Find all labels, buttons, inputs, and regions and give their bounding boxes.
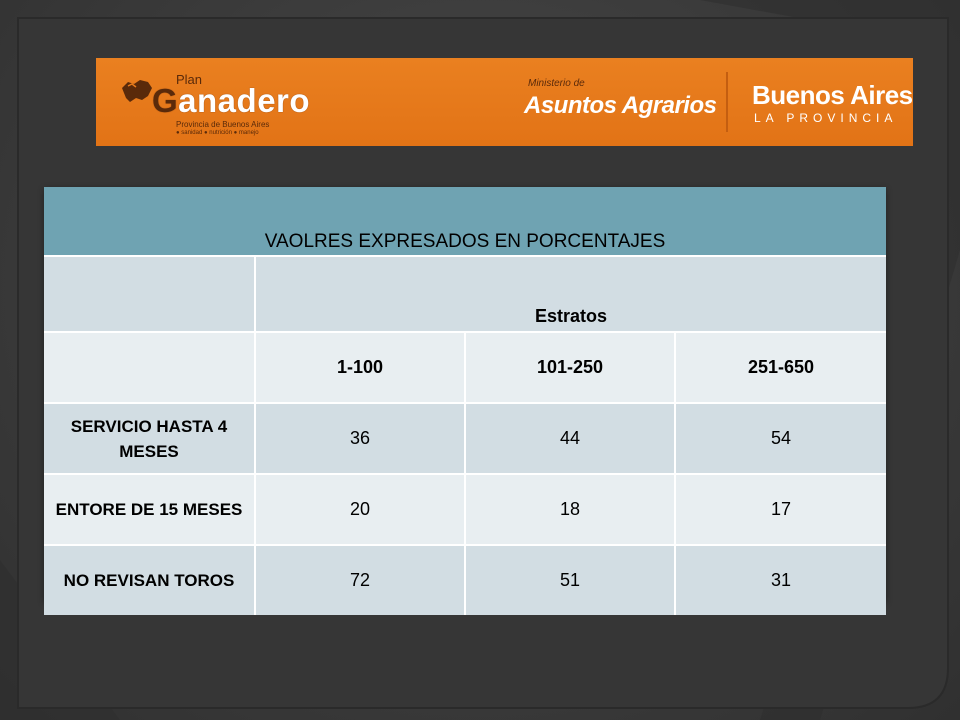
estratos-header: Estratos <box>255 255 887 332</box>
ministerio-label: Ministerio de <box>528 78 585 89</box>
data-table: VAOLRES EXPRESADOS EN PORCENTAJES Estrat… <box>44 187 887 615</box>
table-caption-row: VAOLRES EXPRESADOS EN PORCENTAJES <box>44 187 887 256</box>
empty-cell <box>44 255 256 332</box>
provincia-label: Provincia de Buenos Aires <box>176 120 270 129</box>
table-cell: 31 <box>675 544 887 615</box>
table-cell: 72 <box>255 544 466 615</box>
row-label: ENTORE DE 15 MESES <box>44 473 256 545</box>
la-provincia-label: LA PROVINCIA <box>754 111 898 125</box>
table-row: NO REVISAN TOROS 72 51 31 <box>44 544 887 615</box>
plan-ganadero-logo: Plan Ganadero Provincia de Buenos Aires … <box>114 68 310 138</box>
table-cell: 18 <box>465 473 676 545</box>
cow-icon <box>122 80 152 102</box>
banner-divider <box>726 72 728 132</box>
table-cell: 44 <box>465 402 676 474</box>
tagline: ● sanidad ● nutrición ● manejo <box>176 130 259 136</box>
table-cell: 20 <box>255 473 466 545</box>
buenos-aires-title: Buenos Aires <box>752 80 913 110</box>
row-label: NO REVISAN TOROS <box>44 544 256 615</box>
plan-label: Plan <box>176 72 203 87</box>
table-caption: VAOLRES EXPRESADOS EN PORCENTAJES <box>44 187 887 256</box>
empty-cell <box>44 331 256 403</box>
column-header: 1-100 <box>255 331 466 403</box>
column-header-row: 1-100 101-250 251-650 <box>44 331 887 403</box>
table-row: SERVICIO HASTA 4 MESES 36 44 54 <box>44 402 887 474</box>
table-cell: 51 <box>465 544 676 615</box>
table-cell: 17 <box>675 473 887 545</box>
asuntos-agrarios-label: Asuntos Agrarios <box>524 92 717 119</box>
table-cell: 36 <box>255 402 466 474</box>
row-label: SERVICIO HASTA 4 MESES <box>44 402 256 474</box>
ganadero-wordmark: Ganadero <box>152 82 311 119</box>
group-header-row: Estratos <box>44 255 887 332</box>
table-row: ENTORE DE 15 MESES 20 18 17 <box>44 473 887 545</box>
column-header: 101-250 <box>465 331 676 403</box>
header-banner: Plan Ganadero Provincia de Buenos Aires … <box>96 58 913 146</box>
column-header: 251-650 <box>675 331 887 403</box>
table-cell: 54 <box>675 402 887 474</box>
